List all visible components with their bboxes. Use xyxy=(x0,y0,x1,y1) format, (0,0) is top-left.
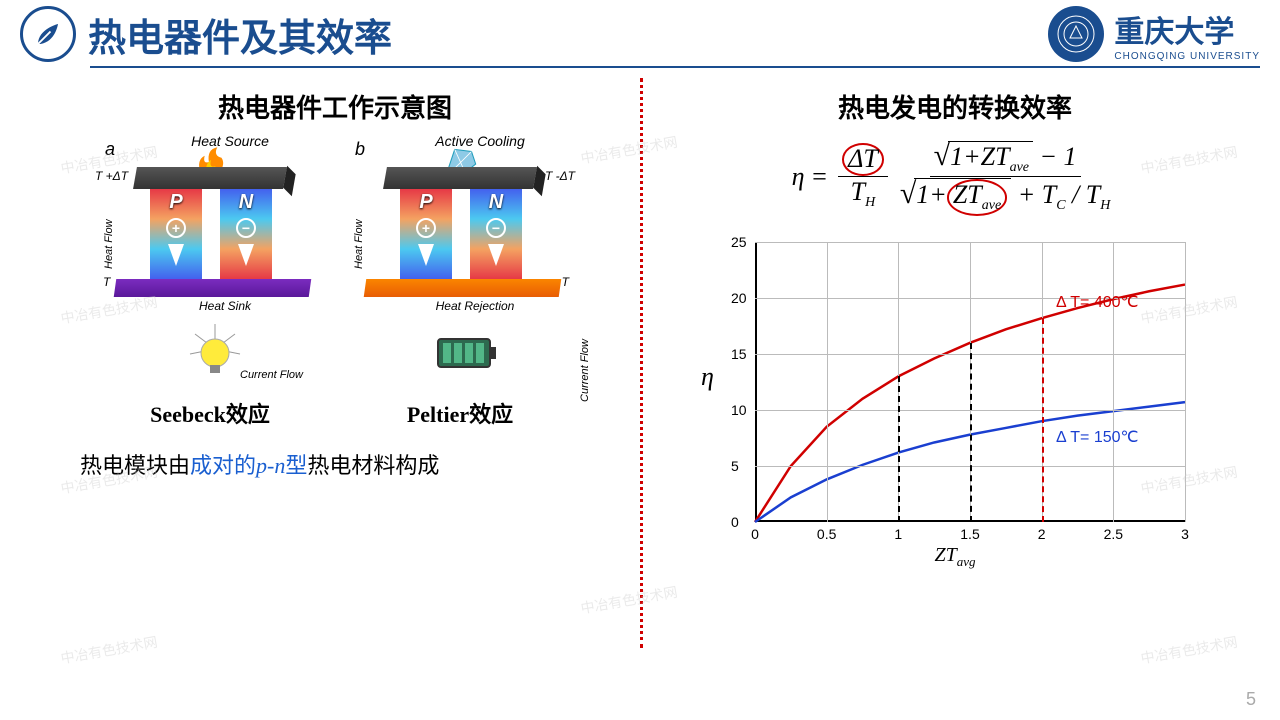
vertical-divider xyxy=(640,78,643,648)
arrow-down-icon xyxy=(418,244,434,266)
plus-icon: + xyxy=(166,218,186,238)
n-leg-b: N − xyxy=(470,189,522,279)
ytick: 15 xyxy=(731,346,747,362)
xtick: 2 xyxy=(1038,526,1046,542)
left-subtitle: 热电器件工作示意图 xyxy=(50,88,620,125)
university-logo: 重庆大学 CHONGQING UNIVERSITY xyxy=(1048,6,1260,62)
ytick: 5 xyxy=(731,458,739,474)
n-leg-a: N − xyxy=(220,189,272,279)
slide-title: 热电器件及其效率 xyxy=(88,7,392,62)
arrow-down-icon xyxy=(168,244,184,266)
efficiency-chart: η ZTavg 051015202500.511.522.53Δ T= 400℃… xyxy=(705,232,1205,562)
peltier-effect-label: Peltier效应 xyxy=(345,397,575,429)
ytick: 10 xyxy=(731,402,747,418)
current-flow-label-a: Current Flow xyxy=(240,369,303,381)
ytick: 20 xyxy=(731,290,747,306)
heat-flow-label-a: Heat Flow xyxy=(103,219,115,269)
xtick: 2.5 xyxy=(1104,526,1123,542)
efficiency-formula: η= ΔT TH 1+ZTave − 1 1+ZTave + TC / TH xyxy=(670,139,1240,216)
schematic-figure: a Heat Source T +ΔT Heat Flow P + N − xyxy=(50,139,620,429)
temp-cold-b-label: T -ΔT xyxy=(545,169,575,183)
gridline xyxy=(827,242,828,522)
dash-line-red xyxy=(1042,318,1044,522)
xtick: 3 xyxy=(1181,526,1189,542)
battery-icon xyxy=(430,319,500,379)
right-subtitle: 热电发电的转换效率 xyxy=(670,88,1240,125)
gridline xyxy=(1113,242,1114,522)
hot-plate-b xyxy=(364,279,562,297)
panel-a-label: a xyxy=(105,139,115,160)
minus-icon: − xyxy=(236,218,256,238)
plus-icon: + xyxy=(416,218,436,238)
cold-plate xyxy=(114,279,312,297)
p-leg-b: P + xyxy=(400,189,452,279)
seebeck-effect-label: Seebeck效应 xyxy=(95,397,325,429)
xtick: 1 xyxy=(894,526,902,542)
highlight-ring: ΔT xyxy=(842,143,884,176)
ytick: 25 xyxy=(731,234,747,250)
right-panel: 热电发电的转换效率 η= ΔT TH 1+ZTave − 1 1+ZTave +… xyxy=(640,88,1250,668)
device-seebeck: a Heat Source T +ΔT Heat Flow P + N − xyxy=(95,139,325,429)
temp-cold-label: T xyxy=(103,275,110,289)
left-panel: 热电器件工作示意图 a Heat Source T +ΔT Heat Flow … xyxy=(30,88,640,668)
chart-ylabel: η xyxy=(701,362,714,392)
p-label: P xyxy=(169,191,182,214)
dash-line xyxy=(970,343,972,522)
chart-xlabel: ZTavg xyxy=(705,544,1205,570)
temp-hot-label: T +ΔT xyxy=(95,169,128,183)
heat-rejection-label: Heat Rejection xyxy=(405,299,545,313)
temp-hot-b-label: T xyxy=(562,275,569,289)
dash-line xyxy=(898,376,900,522)
university-name-en: CHONGQING UNIVERSITY xyxy=(1114,51,1260,62)
device-peltier: b Active Cooling T -ΔT Heat Flow P + N − xyxy=(345,139,575,429)
p-leg-a: P + xyxy=(150,189,202,279)
arrow-down-icon xyxy=(238,244,254,266)
curve-label-400: Δ T= 400℃ xyxy=(1056,292,1138,312)
page-number: 5 xyxy=(1246,689,1256,710)
leaf-icon xyxy=(20,6,76,62)
xtick: 0.5 xyxy=(817,526,836,542)
university-seal-icon xyxy=(1048,6,1104,62)
n-label: N xyxy=(239,191,253,214)
xtick: 0 xyxy=(751,526,759,542)
xtick: 1.5 xyxy=(960,526,979,542)
curve-label-150: Δ T= 150℃ xyxy=(1056,427,1138,447)
minus-icon: − xyxy=(486,218,506,238)
panel-b-label: b xyxy=(355,139,365,160)
highlight-ring: ZTave xyxy=(947,179,1007,216)
ytick: 0 xyxy=(731,514,739,530)
slide-header: 热电器件及其效率 重庆大学 CHONGQING UNIVERSITY xyxy=(0,0,1280,62)
heat-flow-label-b: Heat Flow xyxy=(353,219,365,269)
current-flow-label-b: Current Flow xyxy=(579,339,591,402)
university-name-cn: 重庆大学 xyxy=(1114,7,1234,51)
gridline xyxy=(1185,242,1186,522)
heat-sink-label: Heat Sink xyxy=(155,299,295,313)
hot-plate xyxy=(133,167,287,189)
arrow-down-icon xyxy=(488,244,504,266)
cold-plate-b xyxy=(383,167,537,189)
module-description: 热电模块由成对的p-n型热电材料构成 xyxy=(50,449,620,482)
